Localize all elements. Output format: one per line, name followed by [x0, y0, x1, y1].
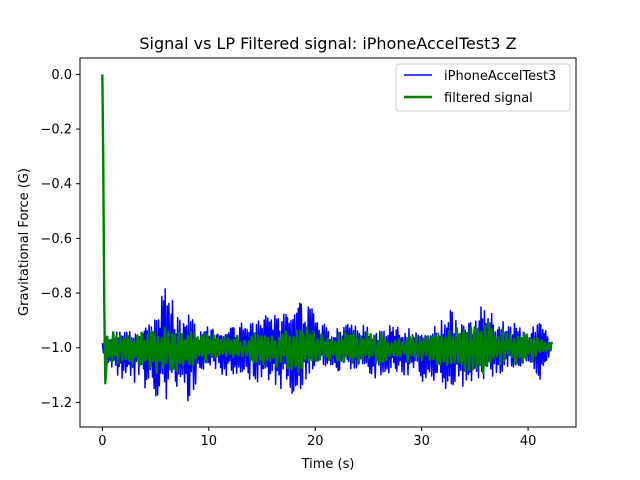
y-axis-ticks: 0.0 −0.2 −0.4 −0.6 −0.8 −1.0 −1.2: [40, 68, 80, 411]
y-axis-label: Gravitational Force (G): [17, 168, 32, 316]
y-tick-label: 0.0: [51, 68, 72, 83]
legend: iPhoneAccelTest3 filtered signal: [395, 63, 571, 112]
x-tick-label: 10: [201, 434, 218, 449]
y-tick-label: −0.4: [40, 177, 72, 192]
x-tick-label: 30: [413, 434, 430, 449]
x-axis-label: Time (s): [301, 457, 355, 472]
y-tick-label: −0.8: [40, 287, 72, 302]
x-tick-label: 0: [98, 434, 106, 449]
x-axis-ticks: 0 10 20 30 40: [98, 427, 536, 449]
legend-box: [395, 63, 571, 112]
y-tick-label: −1.2: [40, 396, 72, 411]
x-tick-label: 20: [307, 434, 324, 449]
legend-label-filtered: filtered signal: [444, 91, 533, 106]
plot-area: [79, 57, 577, 428]
x-tick-label: 40: [520, 434, 537, 449]
chart-title: Signal vs LP Filtered signal: iPhoneAcce…: [139, 34, 516, 53]
y-tick-label: −0.6: [40, 232, 72, 247]
plot-border: [79, 57, 577, 428]
series-line-filtered: [101, 74, 554, 385]
series-layer: [101, 74, 554, 402]
y-tick-label: −1.0: [40, 341, 72, 356]
y-tick-label: −0.2: [40, 123, 72, 138]
legend-label-signal: iPhoneAccelTest3: [444, 69, 556, 84]
